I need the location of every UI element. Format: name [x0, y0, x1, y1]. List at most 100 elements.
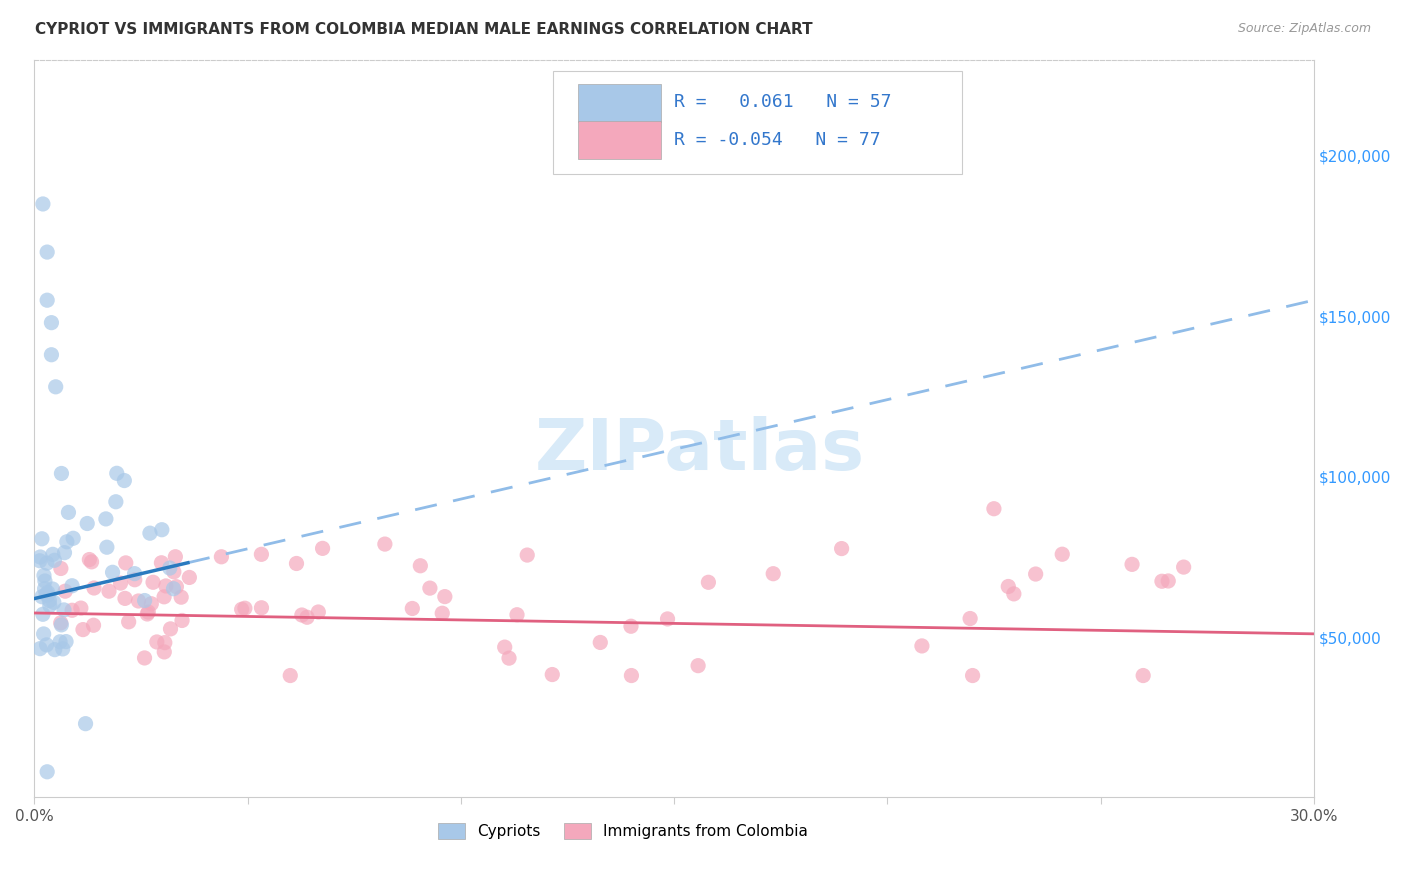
Point [153, 635, 176, 649]
Point [1132, 668, 1154, 682]
Point [62, 531, 84, 545]
Point [1052, 547, 1074, 561]
Point [34, 582, 56, 596]
Point [37, 245, 59, 260]
Point [53, 584, 76, 599]
Point [32, 627, 55, 641]
Point [170, 614, 193, 628]
Point [231, 602, 253, 616]
Point [1173, 560, 1195, 574]
Point [150, 523, 173, 537]
Legend: Cypriots, Immigrants from Colombia: Cypriots, Immigrants from Colombia [432, 817, 814, 845]
Point [311, 541, 333, 556]
Point [962, 668, 984, 682]
Point [118, 615, 141, 629]
Text: R = -0.054   N = 77: R = -0.054 N = 77 [673, 131, 880, 149]
Point [541, 667, 564, 681]
Point [136, 605, 159, 619]
Point [35, 638, 58, 652]
Point [1002, 587, 1025, 601]
Point [80, 555, 103, 569]
Point [409, 558, 432, 573]
Point [58, 505, 80, 519]
Point [31, 532, 53, 546]
Point [37, 293, 59, 308]
Point [37, 764, 59, 779]
Point [49, 634, 72, 648]
Point [141, 597, 163, 611]
Point [159, 622, 181, 636]
Point [32, 568, 55, 582]
Point [153, 645, 176, 659]
Point [762, 566, 785, 581]
Point [1157, 574, 1180, 588]
Point [1150, 574, 1173, 589]
Point [114, 556, 136, 570]
Point [433, 590, 456, 604]
Point [150, 556, 173, 570]
Point [53, 603, 76, 617]
Point [983, 501, 1005, 516]
FancyBboxPatch shape [553, 70, 962, 174]
Point [41, 348, 63, 362]
Point [114, 591, 136, 606]
Point [162, 582, 184, 596]
Point [494, 640, 516, 654]
Point [98, 584, 121, 599]
Point [165, 549, 187, 564]
FancyBboxPatch shape [578, 120, 661, 159]
Point [32, 197, 55, 211]
Point [134, 593, 156, 607]
Point [124, 566, 146, 581]
Point [620, 619, 643, 633]
Point [697, 575, 720, 590]
Point [401, 601, 423, 615]
Point [170, 590, 193, 604]
Point [432, 607, 454, 621]
Point [159, 561, 181, 575]
Point [72, 623, 94, 637]
Point [1121, 558, 1143, 572]
Point [51, 618, 73, 632]
Point [83, 581, 105, 595]
Point [44, 553, 66, 567]
FancyBboxPatch shape [578, 84, 661, 122]
Point [498, 651, 520, 665]
Point [41, 316, 63, 330]
Point [959, 611, 981, 625]
Point [291, 607, 314, 622]
Point [105, 467, 128, 481]
Point [179, 570, 201, 584]
Point [1025, 567, 1047, 582]
Point [37, 588, 59, 602]
Point [209, 549, 232, 564]
Point [165, 580, 187, 594]
Point [37, 585, 59, 599]
Point [146, 635, 169, 649]
Point [657, 612, 679, 626]
Point [41, 582, 63, 596]
Text: Source: ZipAtlas.com: Source: ZipAtlas.com [1237, 22, 1371, 36]
Point [38, 593, 60, 607]
Point [136, 607, 159, 621]
Point [124, 573, 146, 587]
Point [53, 546, 76, 560]
Point [620, 668, 643, 682]
Point [250, 600, 273, 615]
Point [250, 547, 273, 561]
Point [134, 651, 156, 665]
Point [34, 574, 56, 588]
Point [42, 595, 65, 609]
Text: ZIPatlas: ZIPatlas [534, 417, 865, 485]
Point [56, 534, 79, 549]
Point [307, 605, 329, 619]
Text: R =   0.061   N = 57: R = 0.061 N = 57 [673, 94, 891, 112]
Point [49, 561, 72, 575]
Point [104, 495, 127, 509]
Point [60, 603, 83, 617]
Point [101, 566, 124, 580]
Point [688, 658, 710, 673]
Point [831, 541, 853, 556]
Point [911, 639, 934, 653]
Point [52, 641, 75, 656]
